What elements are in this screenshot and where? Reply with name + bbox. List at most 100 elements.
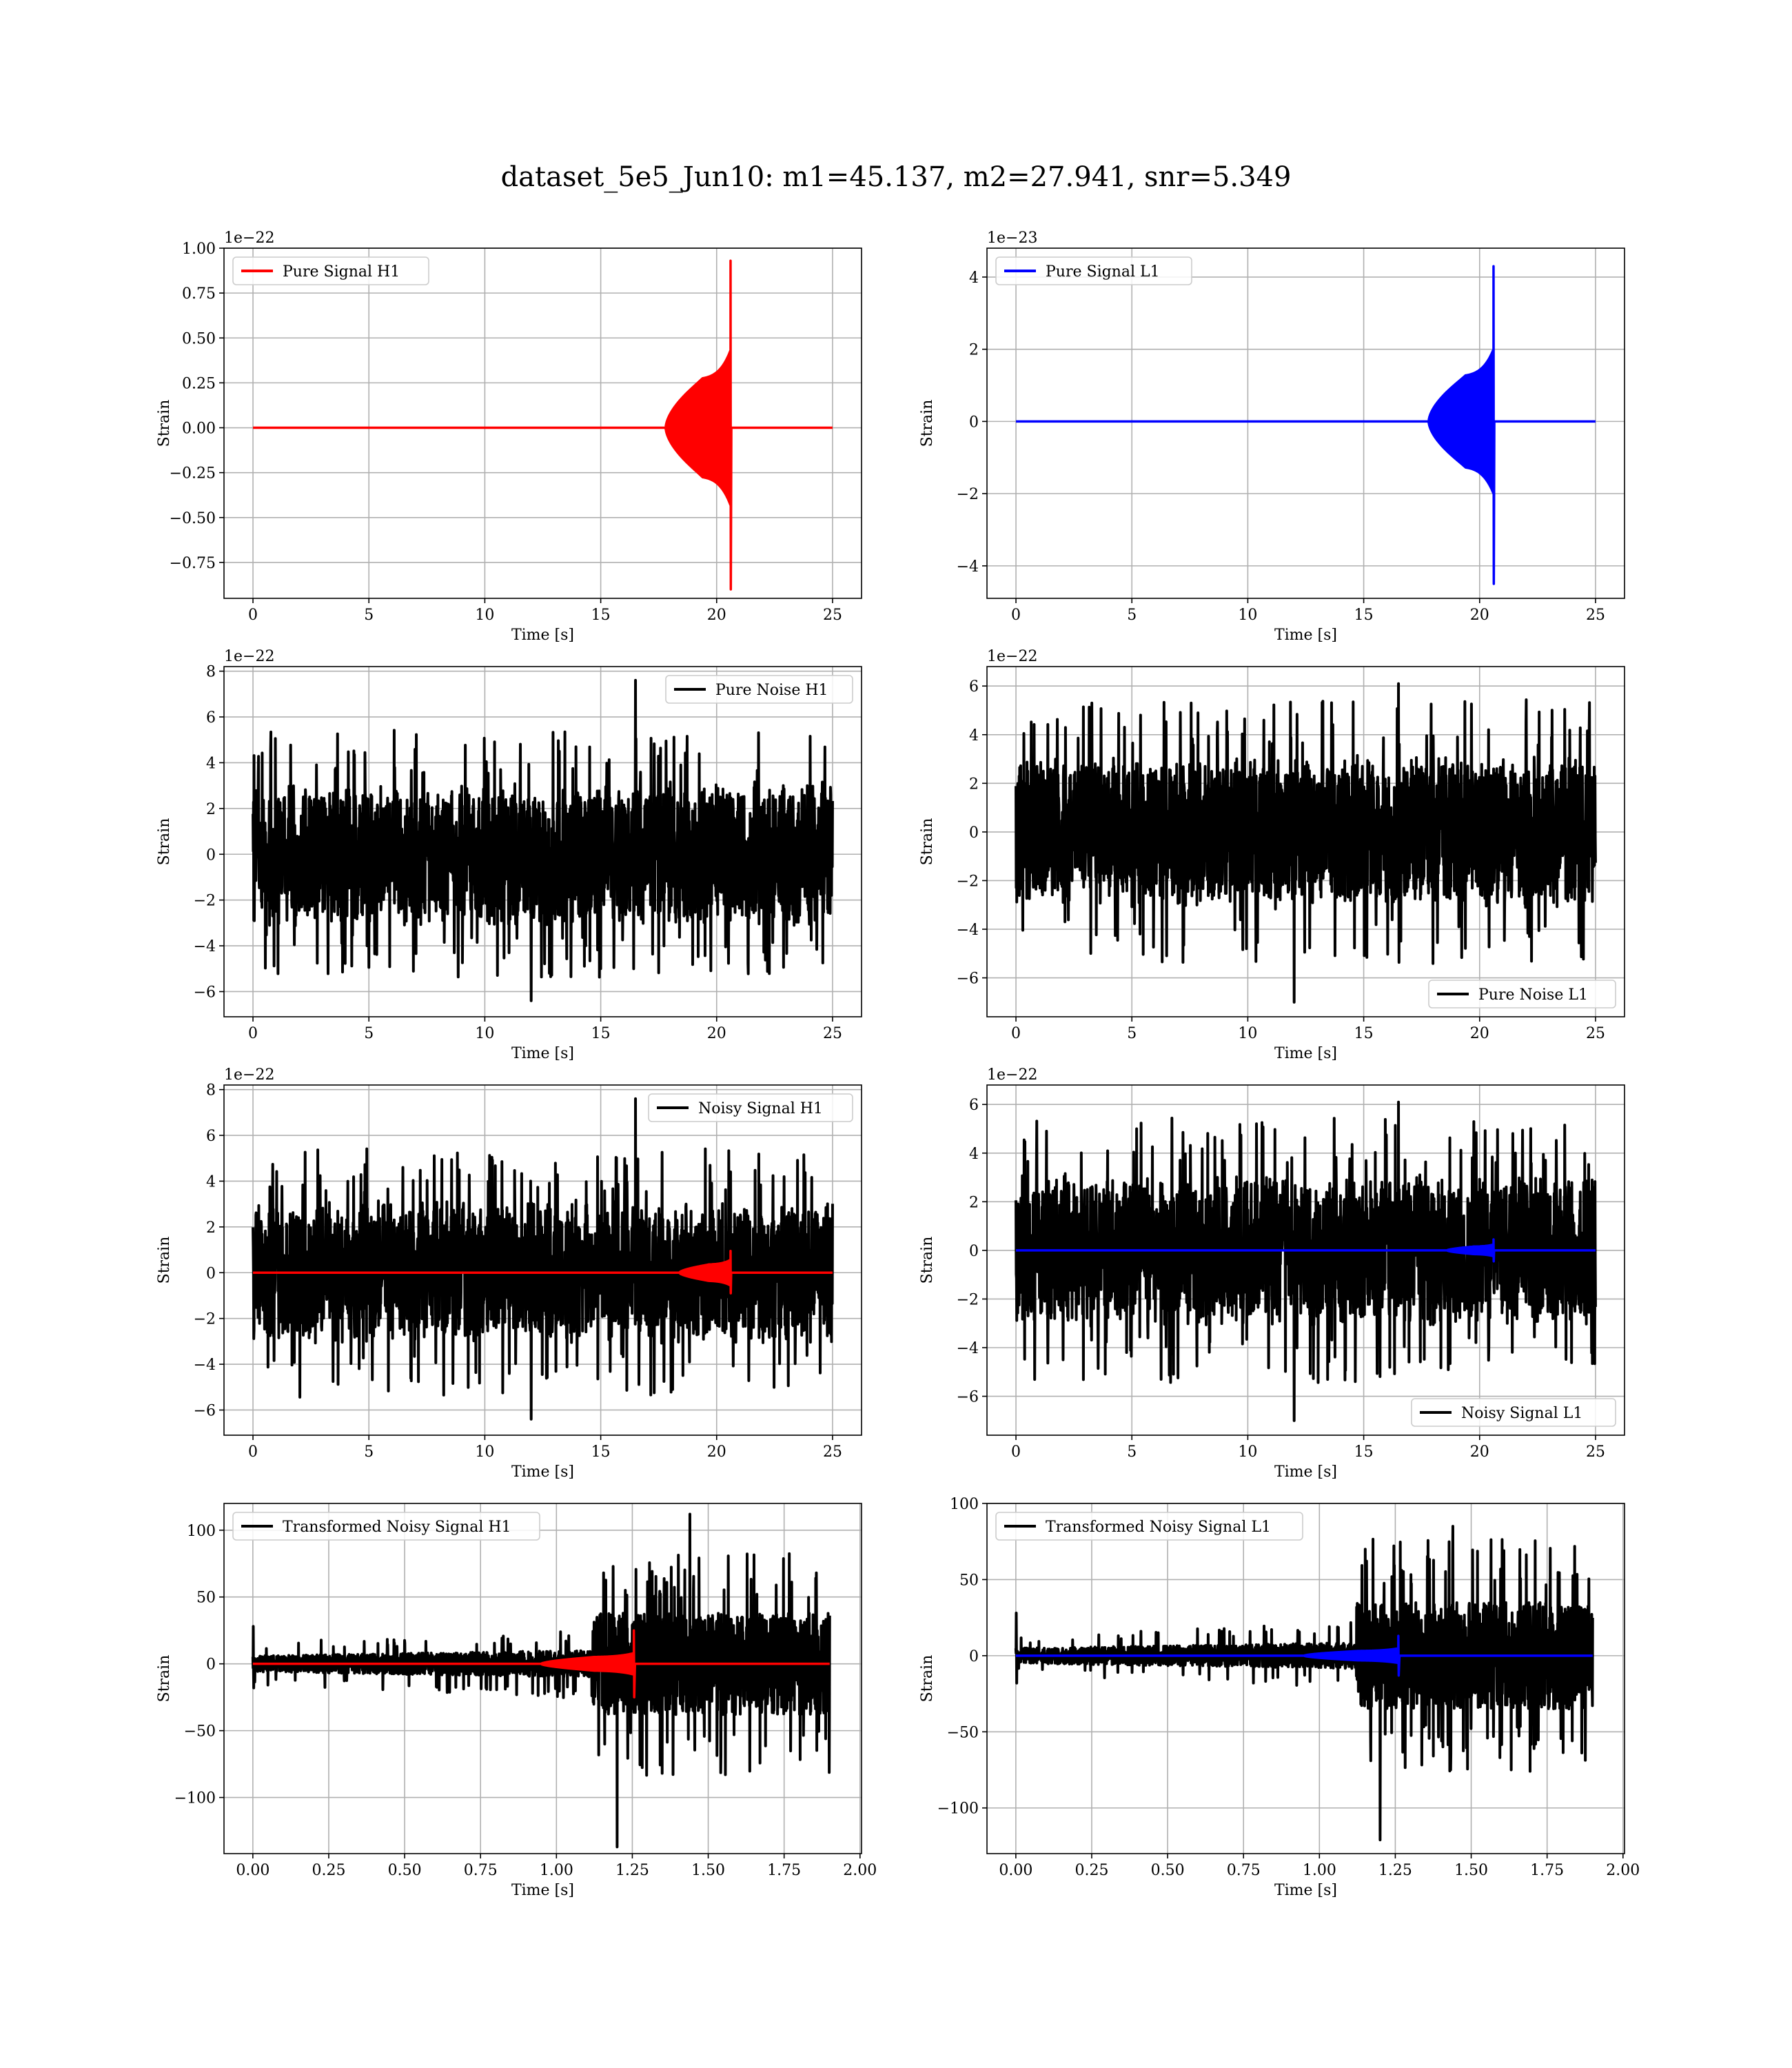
subplot-grid: 0 5 10 15 20 25−0.75−0.50−0.250.000.250.500.7…: [156, 230, 1640, 1899]
legend-label: Pure Signal H1: [283, 263, 400, 281]
x-axis-label: Time [s]: [511, 627, 574, 644]
legend-label: Transformed Noisy Signal H1: [283, 1519, 511, 1536]
legend-box: [665, 675, 853, 704]
axes-frame: [986, 1084, 1625, 1436]
legend-box: [1411, 1398, 1616, 1427]
x-tick-label: 25: [823, 607, 842, 624]
x-tick-label: 25: [1586, 1025, 1605, 1042]
series-line-pure-signal-h1: [253, 259, 833, 591]
subplot-noisy-signal-h1: 0 5 10 15 20 25 −6 −4 −2 0 2 4 6 8 Time [s] Strain 1e−22…: [156, 1066, 862, 1481]
y-tick-label: −6: [194, 984, 216, 1001]
axes-frame: [986, 666, 1625, 1017]
x-axis-label: Time [s]: [511, 1045, 574, 1062]
y-tick-label: 2: [206, 1219, 216, 1237]
legend: Pure Signal L1: [995, 256, 1192, 285]
x-tick-label: 10: [475, 607, 494, 624]
y-tick-label: 0: [206, 847, 216, 864]
y-tick-label: 2: [206, 801, 216, 818]
axes-frame: [986, 1503, 1625, 1854]
y-tick-label: 0: [206, 1265, 216, 1282]
x-tick-label: 0.75: [464, 1862, 498, 1879]
subplot-pure-noise-l1: 0 5 10 15 20 25 −6 −4 −2 0 2 4 6 Time [s] Strain 1e−22 P…: [919, 648, 1625, 1062]
subplot-pure-noise-h1: 0 5 10 15 20 25 −6 −4 −2 0 2 4 6 8 Time [s] Strain 1e−22…: [156, 648, 862, 1062]
legend-label: Transformed Noisy Signal L1: [1046, 1519, 1271, 1536]
y-tick-label: −6: [957, 1389, 979, 1406]
y-tick-label: 0: [969, 1243, 979, 1260]
legend-box: [1428, 980, 1616, 1008]
x-tick-label: 15: [1354, 1025, 1374, 1042]
y-offset-label: 1e−23: [987, 230, 1037, 247]
plot-area: [253, 259, 833, 591]
ticks: 0.00 0.25 0.50 0.75 1.00 1.25 1.50 1.75 2.00 −100…: [174, 1523, 877, 1879]
series-line-noisy-signal-l1: [1015, 1100, 1597, 1422]
legend-box: [995, 1512, 1303, 1541]
legend-box: [232, 1512, 540, 1541]
y-axis-label: Strain: [919, 1237, 936, 1284]
y-axis-label: Strain: [919, 818, 936, 866]
x-tick-label: 20: [707, 1443, 726, 1461]
y-tick-label: −4: [194, 1357, 216, 1374]
x-tick-label: 10: [475, 1443, 494, 1461]
y-tick-label: 6: [969, 1097, 979, 1114]
legend: Pure Signal H1: [232, 256, 429, 285]
x-tick-label: 20: [1470, 1025, 1489, 1042]
x-tick-label: 10: [1238, 607, 1257, 624]
series-line-blue-signal: [1015, 1634, 1593, 1677]
y-tick-label: −4: [957, 558, 979, 576]
x-tick-label: 0: [248, 607, 258, 624]
y-tick-label: −2: [957, 1291, 979, 1308]
legend: Pure Noise H1: [665, 675, 853, 704]
y-tick-label: 0: [969, 824, 979, 842]
y-tick-label: 8: [206, 1082, 216, 1099]
y-offset-label: 1e−22: [224, 1066, 274, 1084]
y-tick-label: −0.50: [170, 510, 216, 527]
legend-label: Pure Signal L1: [1046, 263, 1160, 281]
x-tick-label: 0: [248, 1443, 258, 1461]
x-tick-label: 0.50: [1151, 1862, 1185, 1879]
x-tick-label: 1.00: [1303, 1862, 1336, 1879]
axes-frame: [223, 666, 862, 1017]
series-line-pure-noise-h1: [252, 678, 834, 1002]
x-tick-label: 0: [1011, 1443, 1021, 1461]
plot-area: [252, 1097, 834, 1421]
plot-area: [251, 1512, 831, 1849]
plot-area: [1015, 682, 1597, 1004]
ticks: 0 5 10 15 20 25 −6 −4 −2 0 2 4 6: [957, 678, 1605, 1042]
subplot-transformed-noisy-signal-l1: 0.00 0.25 0.50 0.75 1.00 1.25 1.50 1.75 2.00 −100…: [919, 1496, 1640, 1899]
x-tick-label: 0.25: [312, 1862, 345, 1879]
y-tick-label: 6: [969, 678, 979, 696]
y-tick-label: 0.75: [182, 285, 216, 303]
y-tick-label: 0: [969, 1648, 979, 1665]
y-tick-label: −6: [957, 971, 979, 988]
x-tick-label: 1.25: [1378, 1862, 1412, 1879]
x-tick-label: 20: [1470, 607, 1489, 624]
figure-title: dataset_5e5_Jun10: m1=45.137, m2=27.941,…: [501, 161, 1292, 193]
y-tick-label: 4: [969, 727, 979, 744]
y-axis-label: Strain: [156, 1655, 173, 1703]
plot-area: [252, 678, 834, 1002]
ticks: 0.00 0.25 0.50 0.75 1.00 1.25 1.50 1.75 2.00 −100…: [937, 1496, 1640, 1879]
x-axis-label: Time [s]: [1274, 1463, 1337, 1481]
x-tick-label: 5: [364, 1025, 374, 1042]
x-tick-label: 0.00: [236, 1862, 269, 1879]
x-tick-label: 10: [1238, 1443, 1257, 1461]
y-tick-label: −6: [194, 1402, 216, 1419]
y-tick-label: 100: [950, 1496, 979, 1513]
y-tick-label: 6: [206, 1128, 216, 1145]
ticks: 0 5 10 15 20 25 −6 −4 −2 0 2 4 6: [957, 1097, 1605, 1461]
x-tick-label: 15: [591, 607, 611, 624]
series-line-red-signal: [252, 1629, 830, 1699]
x-tick-label: 2.00: [843, 1862, 877, 1879]
y-tick-label: 0: [206, 1656, 216, 1674]
subplot-transformed-noisy-signal-h1: 0.00 0.25 0.50 0.75 1.00 1.25 1.50 1.75 2.00 −100…: [156, 1503, 877, 1899]
y-offset-label: 1e−22: [224, 230, 274, 247]
x-tick-label: 20: [1470, 1443, 1489, 1461]
x-tick-label: 25: [823, 1443, 842, 1461]
y-offset-label: 1e−22: [987, 1066, 1037, 1084]
legend: Noisy Signal H1: [648, 1093, 853, 1122]
y-tick-label: 6: [206, 709, 216, 727]
x-tick-label: 20: [707, 1025, 726, 1042]
legend-box: [995, 256, 1192, 285]
y-tick-label: −0.75: [170, 555, 216, 572]
y-axis-label: Strain: [919, 1655, 936, 1703]
